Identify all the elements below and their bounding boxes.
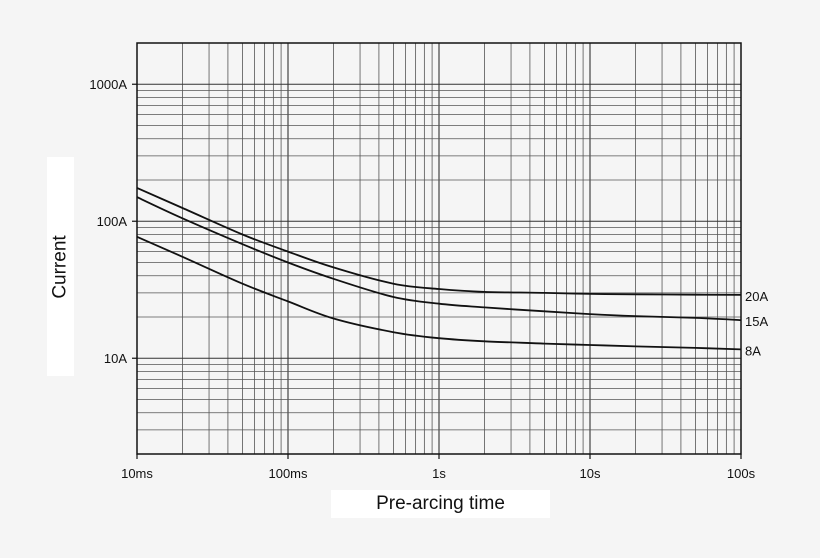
y-tick-label: 1000A — [89, 77, 127, 92]
series-label-20A: 20A — [745, 289, 768, 304]
x-axis-label: Pre-arcing time — [376, 493, 505, 514]
series: 20A 15A 8A — [136, 187, 768, 358]
x-tick-label: 10s — [580, 466, 601, 481]
x-tick-label: 10ms — [121, 466, 153, 481]
ticks: 10ms 100ms 1s 10s 100s 10A 100A 1000A — [89, 77, 755, 481]
y-axis-label-box: Current — [47, 157, 74, 376]
series-line-15A — [136, 196, 742, 321]
x-tick-label: 100s — [727, 466, 756, 481]
x-tick-label: 1s — [432, 466, 446, 481]
series-label-15A: 15A — [745, 314, 768, 329]
y-tick-label: 100A — [97, 214, 128, 229]
grid — [137, 43, 741, 454]
y-tick-label: 10A — [104, 351, 127, 366]
series-label-8A: 8A — [745, 343, 761, 358]
series-line-8A — [136, 235, 742, 351]
x-axis-label-box: Pre-arcing time — [331, 490, 550, 518]
y-axis-label: Current — [49, 234, 71, 299]
x-tick-label: 100ms — [268, 466, 308, 481]
series-line-20A — [136, 187, 742, 296]
